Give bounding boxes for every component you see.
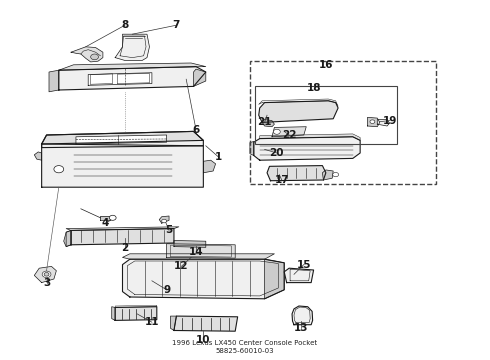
Text: 9: 9: [163, 285, 170, 295]
Text: 6: 6: [193, 125, 199, 135]
Text: 4: 4: [101, 218, 109, 228]
Polygon shape: [42, 144, 203, 187]
Polygon shape: [71, 229, 174, 245]
Polygon shape: [284, 268, 314, 283]
Text: 1996 Lexus LX450 Center Console Pocket
58825-60010-03: 1996 Lexus LX450 Center Console Pocket 5…: [172, 339, 318, 354]
Polygon shape: [174, 240, 206, 247]
Circle shape: [44, 273, 49, 276]
Text: 14: 14: [189, 247, 203, 257]
Polygon shape: [66, 230, 71, 247]
Polygon shape: [76, 135, 167, 144]
Polygon shape: [259, 99, 338, 106]
Polygon shape: [34, 266, 56, 283]
Polygon shape: [115, 307, 157, 320]
Text: 1: 1: [215, 152, 221, 162]
Polygon shape: [368, 117, 380, 127]
Polygon shape: [322, 170, 333, 180]
Polygon shape: [42, 131, 203, 148]
Polygon shape: [262, 120, 274, 127]
Polygon shape: [174, 316, 238, 331]
Polygon shape: [100, 216, 110, 220]
Polygon shape: [122, 254, 274, 259]
Text: 12: 12: [174, 261, 189, 271]
Polygon shape: [66, 227, 179, 230]
Polygon shape: [171, 316, 176, 330]
Polygon shape: [115, 34, 149, 60]
Text: 22: 22: [282, 130, 296, 140]
Polygon shape: [71, 47, 103, 62]
Text: 13: 13: [294, 323, 309, 333]
Polygon shape: [88, 73, 152, 85]
Polygon shape: [194, 69, 206, 86]
Text: 19: 19: [382, 116, 397, 126]
Text: 10: 10: [196, 335, 211, 345]
Circle shape: [370, 120, 375, 123]
Circle shape: [109, 215, 116, 220]
Circle shape: [91, 54, 98, 60]
Polygon shape: [167, 244, 235, 258]
Polygon shape: [59, 63, 206, 70]
Text: 2: 2: [122, 243, 128, 253]
Polygon shape: [259, 101, 338, 122]
Text: 11: 11: [145, 317, 159, 327]
Polygon shape: [260, 134, 360, 140]
Polygon shape: [49, 70, 59, 92]
Circle shape: [333, 172, 339, 177]
Polygon shape: [203, 160, 216, 173]
Bar: [255, 86, 397, 144]
Polygon shape: [250, 141, 254, 156]
Circle shape: [42, 271, 51, 278]
Text: 3: 3: [43, 278, 50, 288]
Text: 5: 5: [166, 225, 172, 235]
Circle shape: [273, 129, 280, 134]
Text: 8: 8: [122, 20, 128, 30]
Circle shape: [54, 166, 64, 173]
Polygon shape: [292, 306, 313, 325]
Polygon shape: [265, 259, 284, 299]
Polygon shape: [272, 127, 306, 137]
Text: 20: 20: [270, 148, 284, 158]
Polygon shape: [115, 305, 157, 307]
Text: 15: 15: [296, 260, 311, 270]
Text: 17: 17: [274, 175, 289, 185]
Polygon shape: [254, 137, 360, 160]
Bar: [250, 61, 436, 184]
Polygon shape: [42, 131, 203, 144]
Text: 7: 7: [172, 20, 180, 30]
Text: 16: 16: [318, 60, 333, 70]
Polygon shape: [122, 259, 284, 299]
Text: 21: 21: [257, 117, 272, 127]
Polygon shape: [377, 120, 390, 126]
Circle shape: [162, 219, 167, 223]
Text: 18: 18: [306, 83, 321, 93]
Polygon shape: [159, 216, 169, 223]
Polygon shape: [64, 230, 71, 247]
Polygon shape: [112, 307, 115, 320]
Polygon shape: [59, 67, 206, 90]
Polygon shape: [34, 152, 42, 160]
Polygon shape: [267, 166, 326, 181]
